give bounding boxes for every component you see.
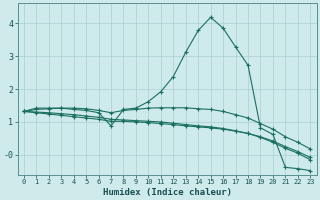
X-axis label: Humidex (Indice chaleur): Humidex (Indice chaleur) [103, 188, 232, 197]
